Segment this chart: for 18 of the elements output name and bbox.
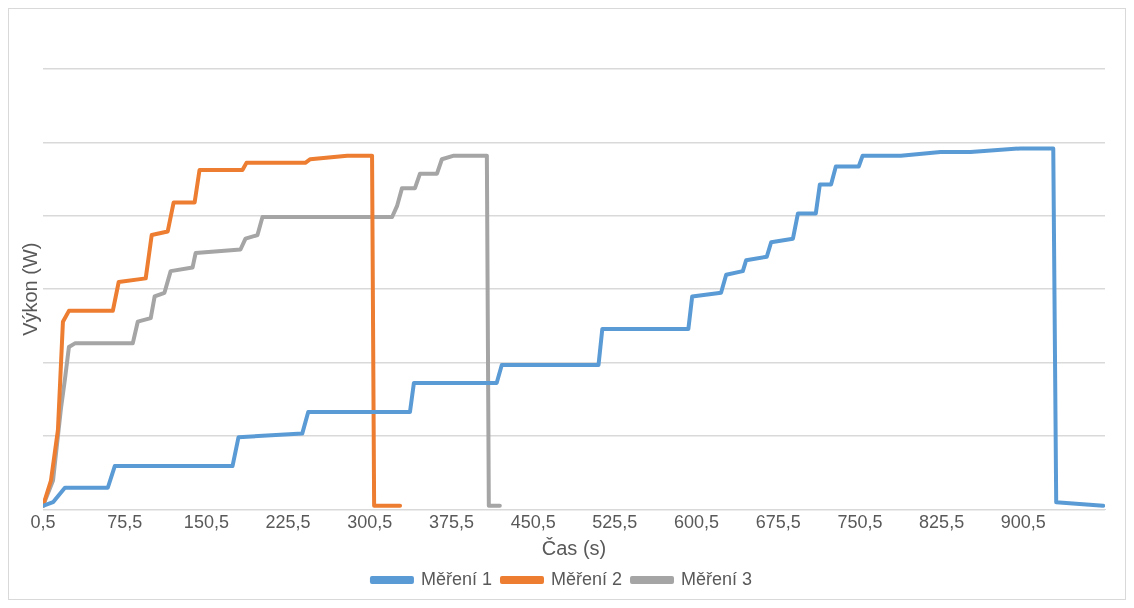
legend-label: Měření 1 bbox=[420, 568, 492, 589]
x-tick-label: 225,5 bbox=[265, 512, 311, 533]
x-tick-label: 450,5 bbox=[510, 512, 556, 533]
x-tick-label: 300,5 bbox=[347, 512, 393, 533]
x-tick-label: 75,5 bbox=[107, 512, 143, 533]
y-axis-title: Výkon (W) bbox=[18, 242, 41, 336]
x-tick-label: 525,5 bbox=[592, 512, 638, 533]
x-tick-label: 375,5 bbox=[428, 512, 474, 533]
x-tick-label: 825,5 bbox=[919, 512, 965, 533]
x-tick-label: 150,5 bbox=[183, 512, 229, 533]
legend-label: Měření 3 bbox=[681, 568, 753, 589]
x-tick-label: 675,5 bbox=[755, 512, 801, 533]
legend-label: Měření 2 bbox=[550, 568, 623, 589]
x-tick-label: 900,5 bbox=[1000, 512, 1046, 533]
x-axis-title: Čas (s) bbox=[541, 536, 607, 559]
x-tick-label: 0,5 bbox=[30, 512, 56, 533]
x-tick-label: 750,5 bbox=[837, 512, 883, 533]
x-tick-label: 600,5 bbox=[674, 512, 720, 533]
